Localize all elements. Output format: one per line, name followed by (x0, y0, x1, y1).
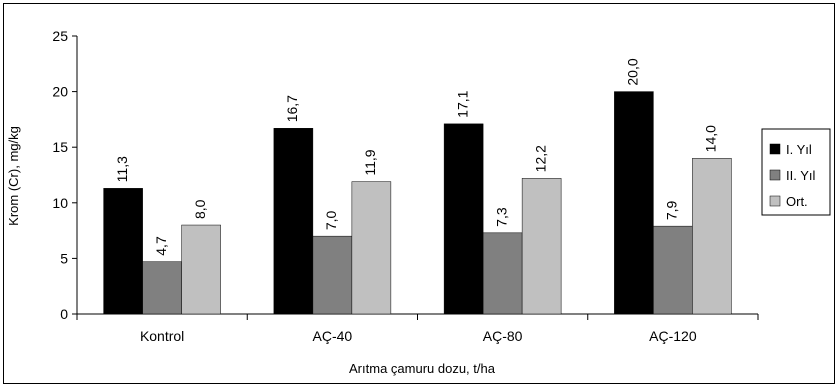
x-tick-label: Kontrol (140, 328, 184, 344)
bar-chart: 0 5 10 15 20 25 Kontrol AÇ-40 AÇ-80 AÇ-120 11,3 4… (6, 28, 831, 376)
legend-label: I. Yıl (786, 142, 812, 157)
data-label: 17,1 (454, 90, 470, 117)
x-axis: Kontrol AÇ-40 AÇ-80 AÇ-120 (76, 313, 759, 344)
bar (351, 181, 392, 315)
y-tick-label: 5 (60, 250, 68, 266)
data-label: 12,2 (532, 145, 548, 172)
data-label: 7,3 (493, 207, 509, 227)
chart-frame: 0 5 10 15 20 25 Kontrol AÇ-40 AÇ-80 AÇ-120 11,3 4… (3, 3, 835, 384)
legend-label: Ort. (786, 194, 808, 209)
bar (443, 123, 484, 315)
bar (482, 232, 523, 315)
data-labels: 11,3 4,7 8,0 16,7 7,0 11,9 17,1 7,3 12,2 20,0 7,9 1… (114, 58, 719, 256)
legend-label: II. Yıl (786, 168, 815, 183)
y-tick-label: 10 (52, 195, 68, 211)
data-label: 16,7 (284, 95, 300, 122)
x-tick-label: AÇ-80 (483, 328, 523, 344)
data-label: 11,3 (114, 156, 130, 182)
bar (103, 188, 143, 315)
data-label: 11,9 (362, 149, 378, 175)
y-tick-label: 0 (60, 306, 68, 322)
y-axis: 0 5 10 15 20 25 (52, 28, 78, 322)
bar (181, 224, 221, 315)
y-tick-label: 20 (52, 84, 68, 100)
legend-swatch (769, 143, 781, 155)
data-label: 7,0 (323, 210, 339, 230)
bar (142, 261, 182, 315)
legend-swatch (769, 169, 781, 181)
y-axis-title: Krom (Cr), mg/kg (6, 126, 21, 226)
bar (521, 178, 562, 315)
data-label: 7,9 (664, 200, 680, 220)
bar (312, 235, 353, 315)
x-tick-label: AÇ-40 (313, 328, 353, 344)
bar (614, 91, 654, 315)
data-label: 14,0 (703, 125, 719, 152)
data-label: 8,0 (192, 199, 208, 219)
bars (103, 91, 732, 315)
x-axis-title: Arıtma çamuru dozu, t/ha (349, 361, 496, 376)
bar (692, 158, 732, 315)
y-tick-label: 15 (52, 139, 68, 155)
bar (273, 128, 314, 315)
y-tick-label: 25 (52, 28, 68, 44)
x-tick-label: AÇ-120 (649, 328, 697, 344)
legend-swatch (769, 195, 781, 207)
data-label: 20,0 (625, 58, 641, 85)
bar (653, 225, 693, 315)
legend: I. Yıl II. Yıl Ort. (761, 128, 831, 216)
data-label: 4,7 (153, 236, 169, 256)
